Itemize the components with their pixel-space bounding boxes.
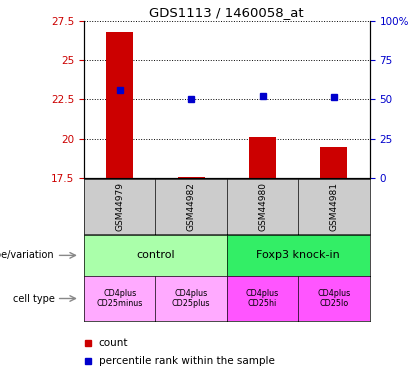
Text: GSM44982: GSM44982 xyxy=(186,182,196,231)
Text: GSM44980: GSM44980 xyxy=(258,182,267,231)
Text: GSM44981: GSM44981 xyxy=(329,182,339,231)
Title: GDS1113 / 1460058_at: GDS1113 / 1460058_at xyxy=(150,6,304,20)
Bar xyxy=(178,177,205,178)
Text: GSM44979: GSM44979 xyxy=(115,182,124,231)
Text: CD4plus
CD25plus: CD4plus CD25plus xyxy=(172,289,210,308)
Text: count: count xyxy=(99,338,128,348)
Text: genotype/variation: genotype/variation xyxy=(0,251,55,260)
Text: CD4plus
CD25hi: CD4plus CD25hi xyxy=(246,289,279,308)
Bar xyxy=(106,32,133,178)
Text: CD4plus
CD25lo: CD4plus CD25lo xyxy=(317,289,351,308)
Text: Foxp3 knock-in: Foxp3 knock-in xyxy=(256,251,340,260)
Text: control: control xyxy=(136,251,175,260)
Text: CD4plus
CD25minus: CD4plus CD25minus xyxy=(97,289,143,308)
Text: percentile rank within the sample: percentile rank within the sample xyxy=(99,356,275,366)
Bar xyxy=(320,147,347,178)
Text: cell type: cell type xyxy=(13,294,55,303)
Bar xyxy=(249,137,276,178)
